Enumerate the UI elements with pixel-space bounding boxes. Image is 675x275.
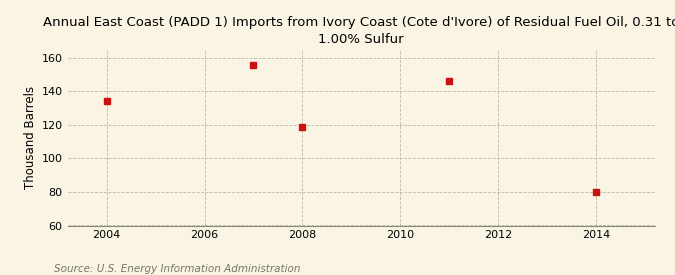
- Point: [297, 124, 308, 129]
- Y-axis label: Thousand Barrels: Thousand Barrels: [24, 86, 37, 189]
- Point: [591, 190, 601, 194]
- Point: [101, 99, 112, 104]
- Point: [248, 62, 259, 67]
- Point: [443, 79, 454, 84]
- Text: Source: U.S. Energy Information Administration: Source: U.S. Energy Information Administ…: [54, 264, 300, 274]
- Title: Annual East Coast (PADD 1) Imports from Ivory Coast (Cote d'Ivore) of Residual F: Annual East Coast (PADD 1) Imports from …: [43, 16, 675, 46]
